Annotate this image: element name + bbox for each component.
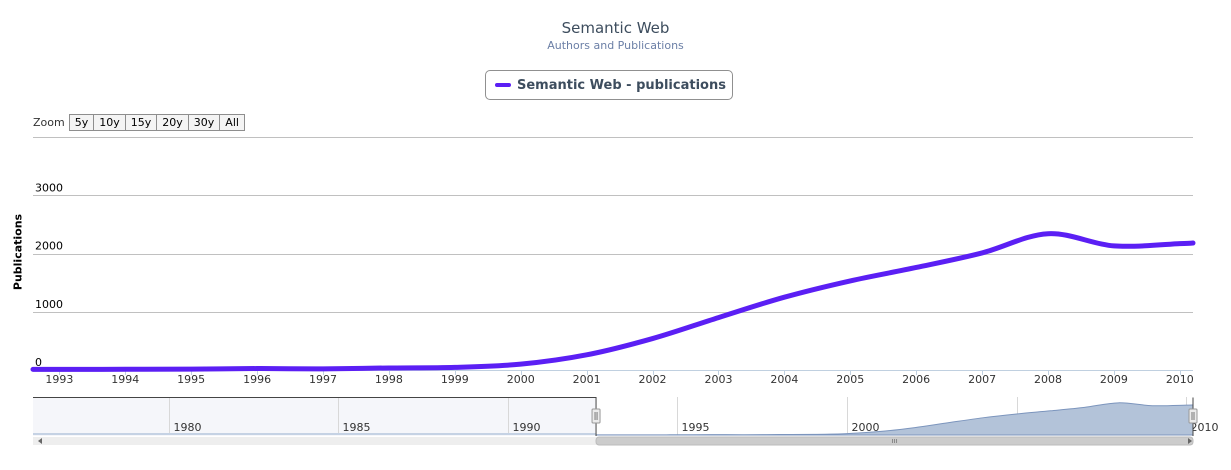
navigator-handle-left[interactable] xyxy=(591,408,601,424)
y-axis-ticks: 0 1000 2000 3000 xyxy=(35,181,63,369)
x-tick-label: 1995 xyxy=(177,373,205,386)
navigator: 1980198519901995200020052010 xyxy=(33,397,1219,446)
navigator-tick-label: 2000 xyxy=(852,421,880,434)
navigator-series-baseline xyxy=(33,433,597,435)
chart-title: Semantic Web xyxy=(561,19,670,37)
legend[interactable]: Semantic Web - publications xyxy=(485,70,733,100)
navigator-handle-right[interactable] xyxy=(1188,408,1198,424)
y-tick-label: 2000 xyxy=(35,240,63,253)
x-tick-label: 1996 xyxy=(243,373,271,386)
x-tick-label: 2004 xyxy=(770,373,798,386)
x-tick-label: 2008 xyxy=(1034,373,1062,386)
x-tick-label: 2005 xyxy=(836,373,864,386)
legend-series-swatch xyxy=(495,83,511,87)
y-tick-label: 1000 xyxy=(35,298,63,311)
gridlines xyxy=(33,137,1193,371)
range-selector: Zoom 5y 10y 15y 20y 30y All xyxy=(33,114,245,131)
x-tick-label: 2003 xyxy=(704,373,732,386)
x-tick-label: 2001 xyxy=(573,373,601,386)
navigator-series-area xyxy=(595,402,1194,436)
x-tick-label: 1998 xyxy=(375,373,403,386)
x-tick-label: 1997 xyxy=(309,373,337,386)
x-tick-label: 1993 xyxy=(45,373,73,386)
x-tick-label: 1994 xyxy=(111,373,139,386)
chart-subtitle: Authors and Publications xyxy=(547,39,684,52)
zoom-5y-button[interactable]: 5y xyxy=(68,114,94,131)
navigator-tick-label: 1985 xyxy=(343,421,371,434)
x-tick-label: 2010 xyxy=(1166,373,1194,386)
scroll-left-arrow-icon[interactable] xyxy=(38,438,42,444)
zoom-15y-button[interactable]: 15y xyxy=(124,114,157,131)
zoom-all-button[interactable]: All xyxy=(219,114,245,131)
navigator-tick-label: 1980 xyxy=(174,421,202,434)
navigator-mask-left xyxy=(33,397,597,436)
x-tick-label: 2009 xyxy=(1100,373,1128,386)
scroll-right-arrow-icon[interactable] xyxy=(1188,438,1192,444)
y-tick-label: 3000 xyxy=(35,181,63,194)
x-tick-label: 1999 xyxy=(441,373,469,386)
x-axis: 1993 1994 1995 1996 1997 1998 1999 2000 2001 2002… xyxy=(33,370,1194,386)
zoom-label: Zoom xyxy=(33,116,65,129)
y-tick-label: 0 xyxy=(35,356,42,369)
zoom-20y-button[interactable]: 20y xyxy=(156,114,188,131)
navigator-tick-label: 1995 xyxy=(682,421,710,434)
x-tick-label: 2000 xyxy=(507,373,535,386)
series-line xyxy=(30,231,1196,372)
plot-series xyxy=(30,231,1196,372)
x-tick-label: 2006 xyxy=(902,373,930,386)
navigator-tick-label: 2010 xyxy=(1191,421,1219,434)
legend-series-label: Semantic Web - publications xyxy=(517,77,726,93)
navigator-tick-label: 1990 xyxy=(513,421,541,434)
zoom-30y-button[interactable]: 30y xyxy=(187,114,220,131)
x-tick-label: 2002 xyxy=(639,373,667,386)
zoom-10y-button[interactable]: 10y xyxy=(93,114,125,131)
x-tick-label: 2007 xyxy=(968,373,996,386)
